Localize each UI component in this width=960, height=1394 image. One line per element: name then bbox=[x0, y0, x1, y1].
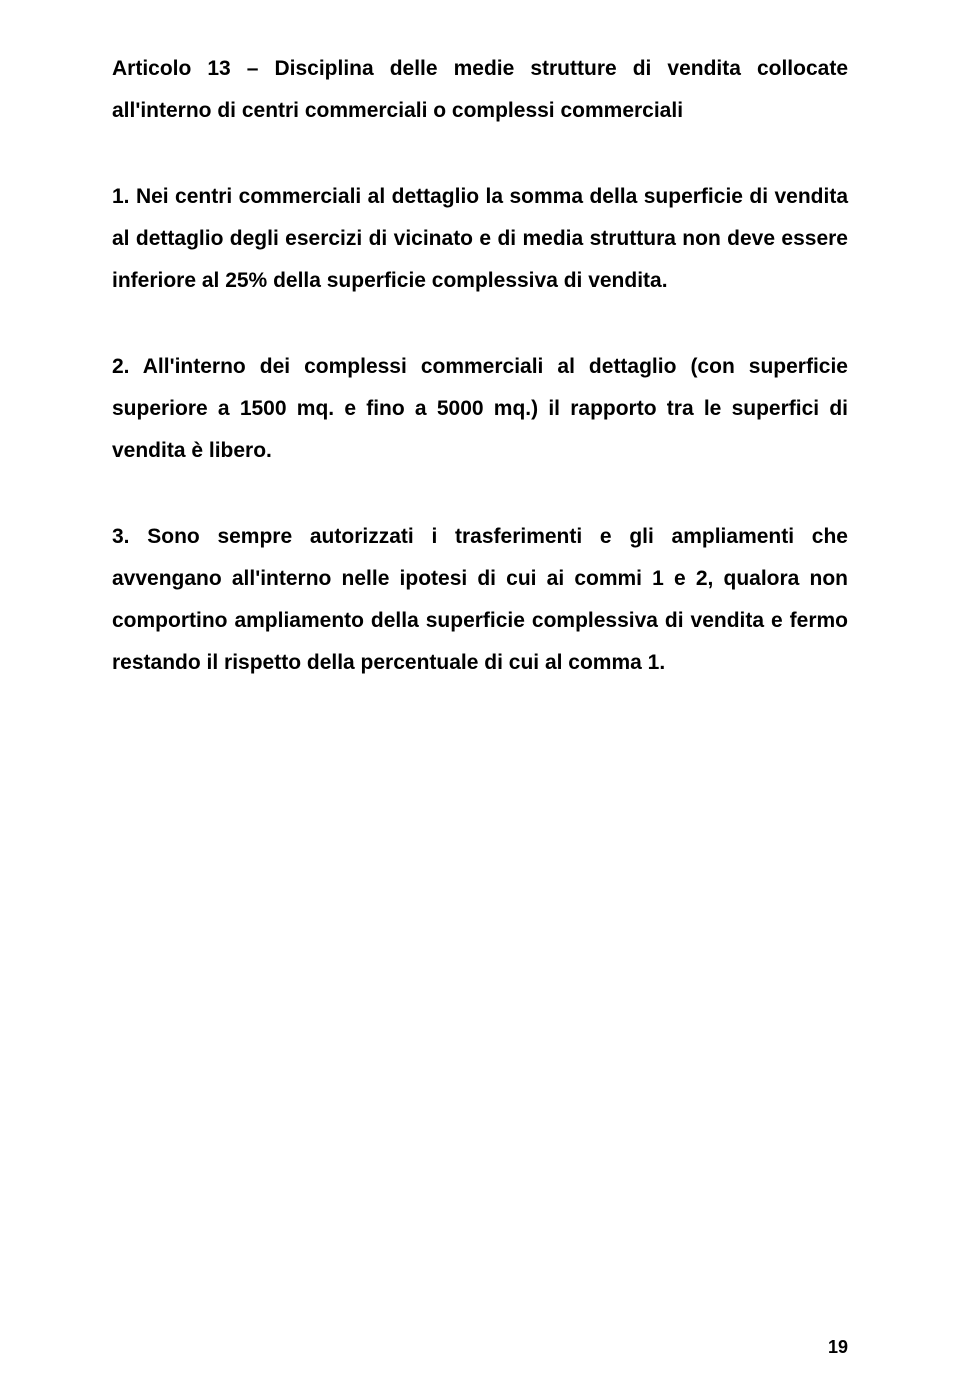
paragraph-2: 2. All'interno dei complessi commerciali… bbox=[112, 346, 848, 472]
paragraph-1: 1. Nei centri commerciali al dettaglio l… bbox=[112, 176, 848, 302]
page-number: 19 bbox=[828, 1337, 848, 1358]
paragraph-3: 3. Sono sempre autorizzati i trasferimen… bbox=[112, 516, 848, 684]
document-page: Articolo 13 – Disciplina delle medie str… bbox=[0, 0, 960, 1394]
article-title: Articolo 13 – Disciplina delle medie str… bbox=[112, 48, 848, 132]
